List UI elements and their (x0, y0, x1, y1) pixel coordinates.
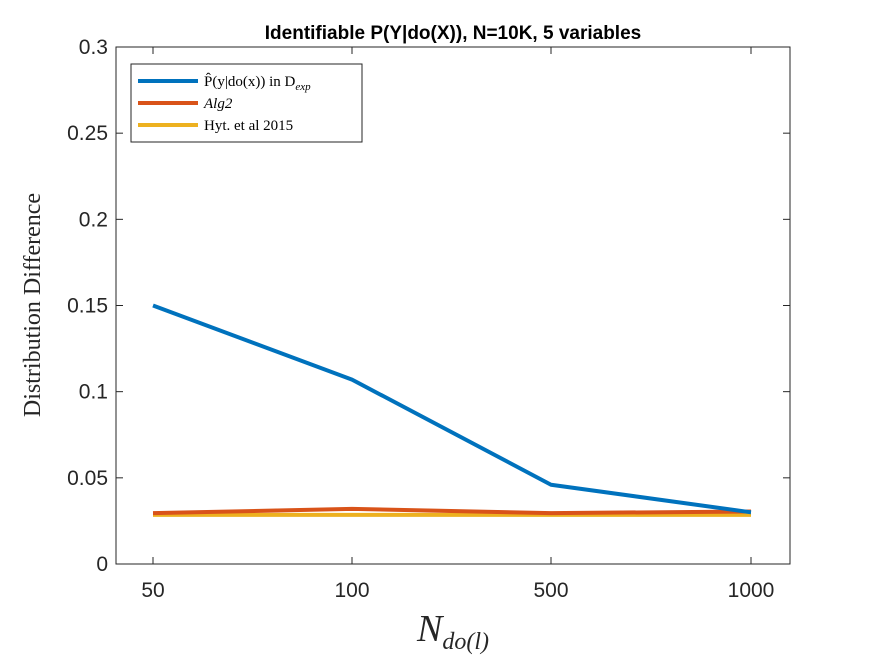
y-tick-label: 0 (96, 553, 108, 576)
y-tick-label: 0.15 (67, 295, 108, 318)
y-tick-label: 0.3 (79, 36, 108, 59)
legend-entry: P̂(y|do(x)) in Dexp (204, 73, 311, 93)
y-axis-label: Distribution Difference (20, 193, 46, 417)
series-line (152, 506, 752, 516)
x-tick-label: 500 (533, 579, 568, 602)
x-tick-label: 1000 (728, 579, 775, 602)
legend-entry: Alg2 (203, 96, 233, 112)
chart-title: Identifiable P(Y|do(X)), N=10K, 5 variab… (265, 23, 641, 44)
x-tick-label: 50 (141, 579, 164, 602)
legend: P̂(y|do(x)) in Dexp Alg2 Hyt. et al 2015 (130, 63, 363, 143)
y-tick-label: 0.25 (67, 122, 108, 145)
y-tick-label: 0.05 (67, 467, 108, 490)
legend-entry: Hyt. et al 2015 (204, 118, 293, 134)
series-line (152, 303, 752, 515)
y-tick-label: 0.2 (79, 208, 108, 231)
x-axis-label-main: N (416, 608, 445, 650)
x-axis-label-sub: do(l) (442, 629, 489, 655)
x-tick-label: 100 (334, 579, 369, 602)
x-axis-label: Ndo(l) (416, 608, 489, 655)
y-tick-label: 0.1 (79, 381, 108, 404)
plot-area: 0 0.05 0.1 0.15 0.2 0.25 0.3 50 100 500 1000 (67, 36, 791, 602)
